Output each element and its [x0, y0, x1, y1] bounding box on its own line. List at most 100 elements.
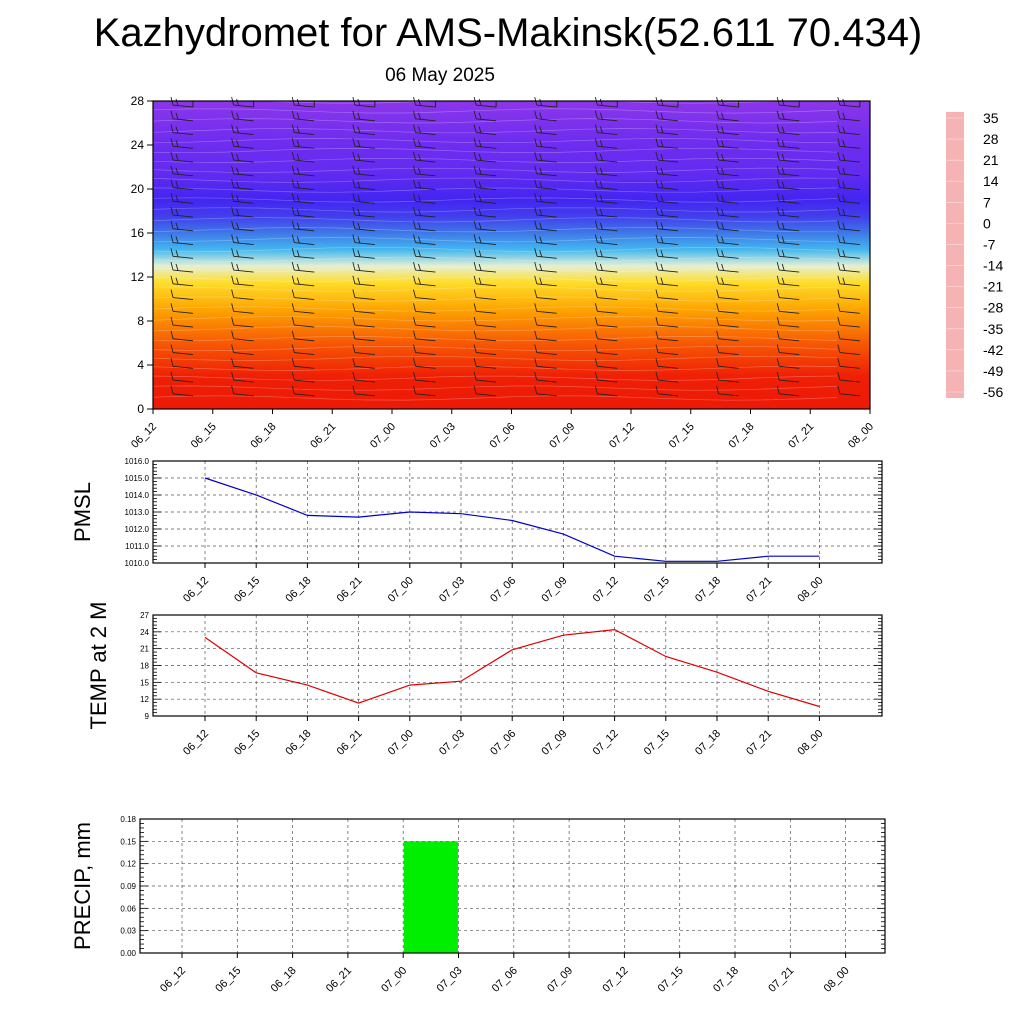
wind-barb [413, 344, 436, 355]
wind-barb [170, 220, 194, 232]
wind-barb-feather [418, 208, 421, 216]
x-tick-label: 07_03 [437, 575, 467, 605]
wind-barb [473, 289, 497, 300]
wind-barb-feather [716, 206, 720, 216]
wind-barb-feather [291, 385, 295, 394]
y-tick-label: 1014.0 [125, 491, 150, 500]
wind-barb-feather [478, 236, 482, 244]
wind-barb [413, 385, 436, 397]
wind-barb-feather [473, 316, 477, 326]
plot-frame [152, 460, 883, 564]
wind-barb-shaft [415, 393, 436, 397]
wind-barb [655, 303, 679, 314]
wind-barb [837, 165, 860, 177]
wind-barb [594, 234, 618, 245]
plot-frame [152, 614, 883, 717]
wind-barb [594, 261, 618, 273]
wind-barb-feather [776, 165, 780, 174]
wind-barb-feather [599, 153, 603, 161]
wind-barb [655, 124, 679, 135]
wind-barb-feather [418, 222, 421, 230]
wind-barb-shaft [172, 145, 194, 149]
wind-barb-shaft [233, 118, 254, 122]
wind-barb [413, 371, 436, 383]
wind-barb-feather [660, 167, 664, 175]
x-tick-label: 07_00 [386, 575, 416, 605]
wind-barb [413, 179, 436, 190]
wind-barb-feather [478, 98, 482, 106]
wind-barb-feather [413, 303, 416, 312]
wind-barb-shaft [354, 283, 375, 287]
wind-barb-feather [721, 167, 725, 175]
wind-barb-shaft [172, 159, 194, 163]
wind-barb-shaft [657, 242, 679, 245]
wind-barb-feather [539, 153, 543, 161]
wind-barb-shaft [839, 228, 860, 232]
wind-barb [291, 275, 315, 287]
wind-barb [655, 110, 679, 122]
wind-barb [716, 358, 739, 369]
wind-barb [473, 179, 497, 190]
wind-barb [291, 289, 315, 300]
y-tick-label: 1015.0 [125, 474, 150, 483]
wind-barb-feather [291, 234, 295, 243]
wind-barb [231, 289, 254, 300]
wind-barb [231, 385, 254, 397]
wind-barb-shaft [233, 269, 254, 273]
wind-barb-shaft [597, 159, 618, 163]
wind-barb-feather [291, 165, 295, 174]
wind-barb [594, 316, 618, 328]
wind-barb-feather [352, 316, 356, 326]
wind-barb-feather [175, 236, 179, 244]
wind-barb-shaft [476, 214, 497, 218]
wind-barb [776, 151, 800, 163]
wind-barb-feather [296, 277, 300, 285]
wind-barb [655, 371, 679, 383]
wind-barb-feather [781, 140, 785, 147]
wind-barb-feather [478, 195, 482, 202]
wind-barb-feather [599, 263, 603, 271]
heatmap-y-tick-label: 12 [131, 270, 145, 284]
wind-barb [352, 275, 375, 287]
wind-barb [473, 358, 497, 369]
wind-barb-feather [721, 181, 725, 189]
wind-barb-shaft [415, 159, 436, 163]
wind-barb-shaft [657, 393, 679, 397]
wind-barb [291, 151, 315, 163]
heatmap-x-tick-label: 07_09 [547, 421, 577, 451]
wind-barb [352, 371, 375, 383]
wind-barb [655, 316, 679, 328]
wind-barb [594, 275, 618, 287]
x-tick-label: 08_00 [795, 728, 825, 758]
wind-barb-shaft [597, 352, 618, 355]
wind-barb-shaft [779, 159, 800, 163]
wind-barb-shaft [172, 228, 194, 232]
wind-barb-feather [236, 250, 240, 257]
wind-barb [594, 371, 618, 383]
wind-barb [716, 193, 739, 204]
wind-barb-feather [842, 208, 846, 216]
wind-barb [534, 303, 557, 314]
x-tick-label: 06_12 [158, 965, 188, 995]
x-tick-label: 07_15 [642, 575, 672, 605]
wind-barb-shaft [597, 283, 618, 287]
wind-barb-feather [716, 110, 720, 119]
wind-barb-feather [594, 110, 598, 119]
wind-barb [413, 206, 436, 218]
wind-barb [716, 371, 739, 383]
wind-barb [291, 248, 315, 259]
wind-barb-shaft [476, 338, 497, 342]
wind-barb-feather [296, 98, 300, 106]
wind-barb-feather [716, 234, 720, 243]
wind-barb-feather [655, 151, 659, 161]
wind-barb-feather [594, 303, 598, 312]
wind-barb-shaft [172, 242, 194, 245]
heatmap-y-tick-label: 16 [131, 226, 145, 240]
wind-barb-shaft [536, 187, 557, 190]
wind-barb-feather [418, 195, 421, 202]
x-tick-label: 07_00 [379, 965, 409, 995]
x-tick-label: 07_03 [435, 965, 465, 995]
wind-barb-feather [599, 208, 603, 216]
wind-barb-feather [594, 358, 598, 367]
wind-barb [170, 275, 194, 287]
